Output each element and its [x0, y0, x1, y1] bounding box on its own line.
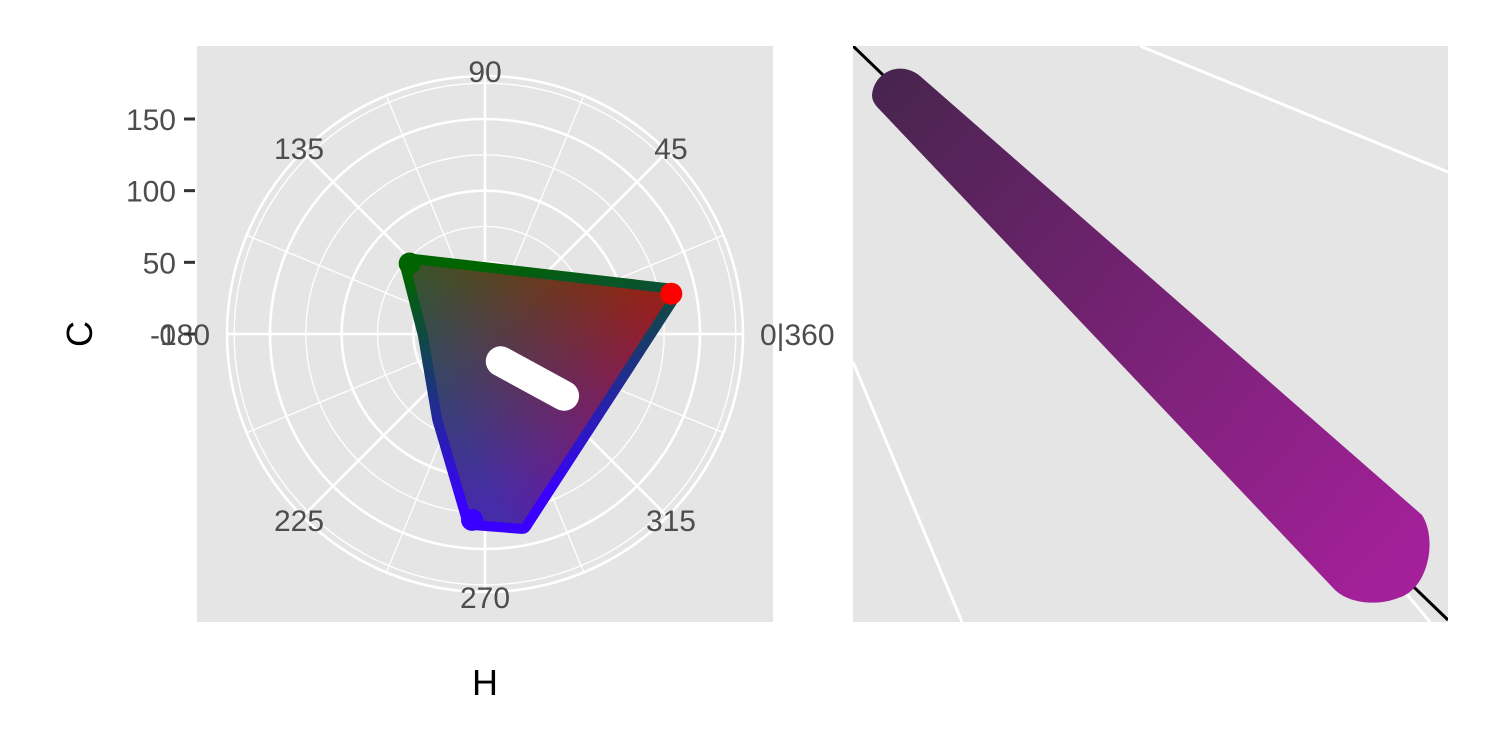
hue-tick-label: 315 — [646, 505, 696, 538]
right-zoom-panel — [853, 46, 1448, 622]
chroma-tick-label: 0 — [159, 319, 176, 352]
color-strip — [872, 68, 1430, 603]
chroma-tick-label: 100 — [126, 176, 176, 209]
major-ring — [268, 117, 702, 551]
hue-tick-label: -180 — [150, 319, 210, 352]
gamut-vertex-point — [461, 508, 484, 531]
highlight-segment — [485, 346, 580, 411]
zoom-grid-line — [1139, 46, 1448, 174]
gamut-vertex-point — [660, 282, 683, 305]
left-polar-panel: 0|360 45 90 135 -180 225 270 315 0 50 100 150 H C — [59, 46, 835, 703]
minor-ring — [233, 82, 737, 586]
chroma-tick-label: 150 — [126, 104, 176, 137]
hue-tick-label: 135 — [274, 133, 324, 166]
hue-tick-label: 225 — [274, 505, 324, 538]
chroma-axis: 0 50 100 150 — [126, 104, 195, 352]
chroma-tick-label: 50 — [143, 247, 176, 280]
hue-tick-labels: 0|360 45 90 135 -180 225 270 315 — [150, 56, 835, 615]
zoom-grid-line — [853, 361, 964, 622]
gamut-vertex-point — [398, 252, 421, 275]
hue-tick-label: 0|360 — [760, 319, 835, 352]
hue-tick-label: 270 — [460, 582, 510, 615]
outer-ring — [225, 74, 745, 594]
x-axis-title: H — [472, 662, 498, 703]
hue-tick-label: 90 — [468, 56, 501, 89]
y-axis-title: C — [59, 321, 100, 347]
hue-tick-label: 45 — [654, 133, 687, 166]
